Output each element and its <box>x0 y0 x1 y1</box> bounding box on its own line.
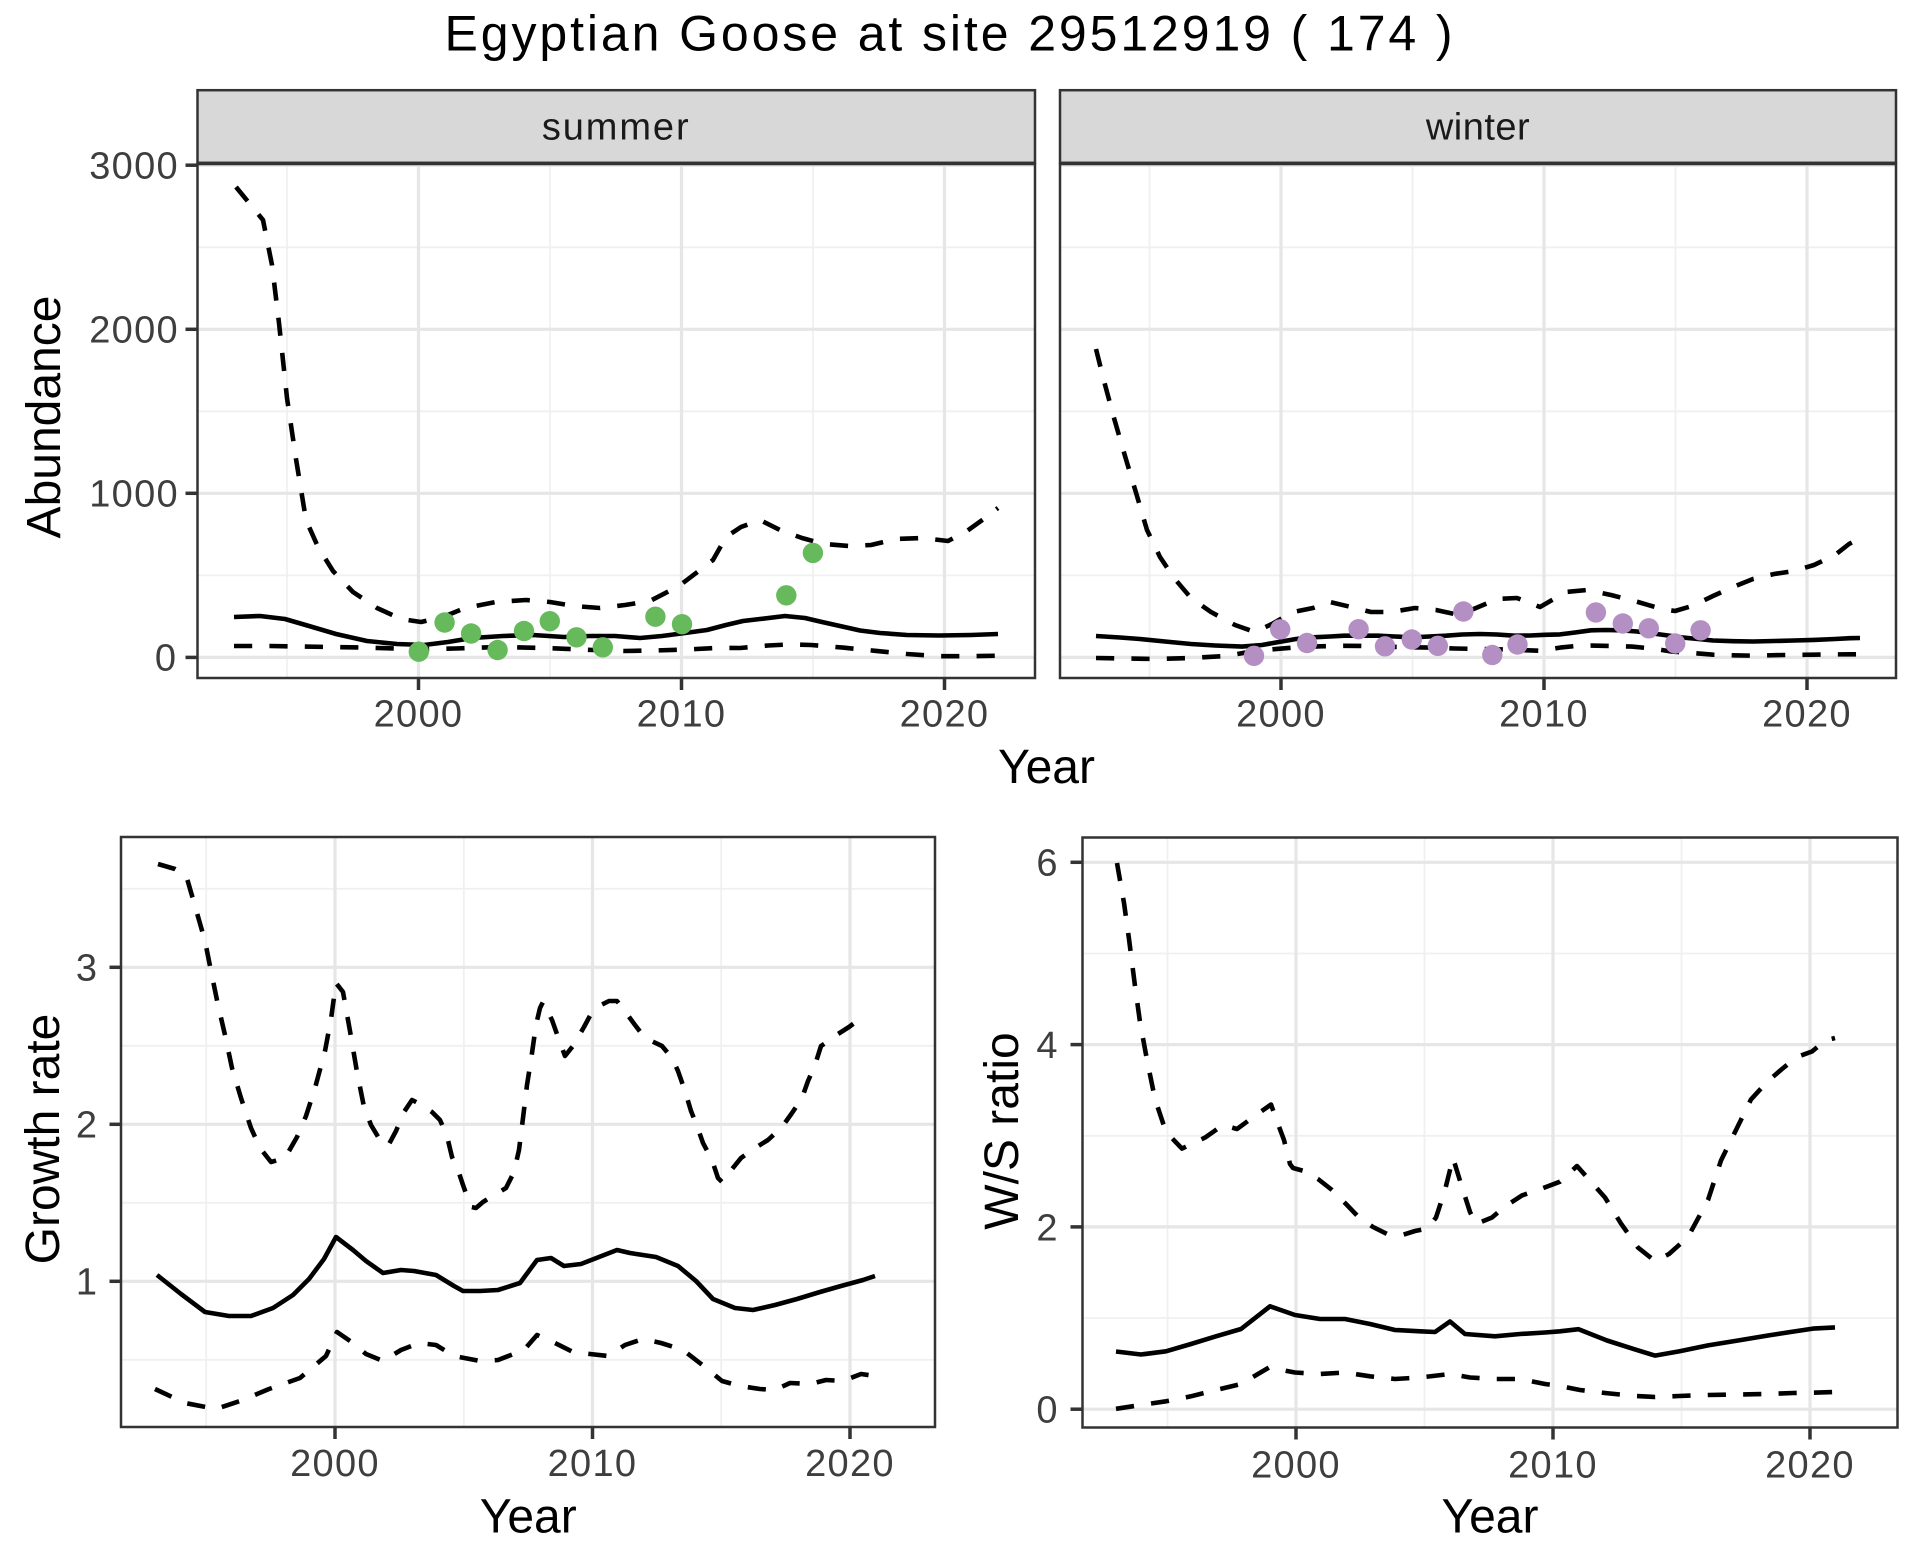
svg-text:2020: 2020 <box>1762 693 1852 735</box>
svg-text:summer: summer <box>542 107 691 149</box>
svg-text:2000: 2000 <box>374 693 464 735</box>
svg-text:2000: 2000 <box>290 1443 380 1485</box>
svg-text:Growth rate: Growth rate <box>17 1014 70 1265</box>
svg-text:2: 2 <box>1036 1207 1057 1249</box>
svg-text:Abundance: Abundance <box>18 296 71 539</box>
svg-text:2020: 2020 <box>900 693 990 735</box>
svg-text:Year: Year <box>480 1491 577 1544</box>
svg-text:0: 0 <box>155 638 176 680</box>
svg-text:2020: 2020 <box>805 1443 895 1485</box>
svg-text:2: 2 <box>76 1105 97 1147</box>
svg-text:2000: 2000 <box>1251 1445 1341 1487</box>
svg-text:Year: Year <box>1442 1491 1539 1544</box>
svg-text:Egyptian Goose at site 2951291: Egyptian Goose at site 29512919 ( 174 ) <box>445 6 1456 62</box>
svg-text:2010: 2010 <box>1508 1445 1598 1487</box>
svg-text:2000: 2000 <box>1236 693 1326 735</box>
svg-text:winter: winter <box>1425 107 1530 149</box>
svg-text:3: 3 <box>76 948 97 990</box>
svg-text:6: 6 <box>1036 843 1057 885</box>
svg-text:0: 0 <box>1036 1390 1057 1432</box>
svg-text:2010: 2010 <box>1499 693 1589 735</box>
svg-text:1: 1 <box>76 1262 97 1304</box>
svg-text:2010: 2010 <box>548 1443 638 1485</box>
svg-text:4: 4 <box>1036 1025 1057 1067</box>
svg-text:Year: Year <box>998 741 1095 794</box>
svg-text:2020: 2020 <box>1765 1445 1855 1487</box>
svg-text:2000: 2000 <box>89 310 179 352</box>
svg-text:W/S ratio: W/S ratio <box>976 1032 1029 1229</box>
svg-text:1000: 1000 <box>89 474 179 516</box>
svg-text:2010: 2010 <box>637 693 727 735</box>
svg-text:3000: 3000 <box>89 145 179 187</box>
